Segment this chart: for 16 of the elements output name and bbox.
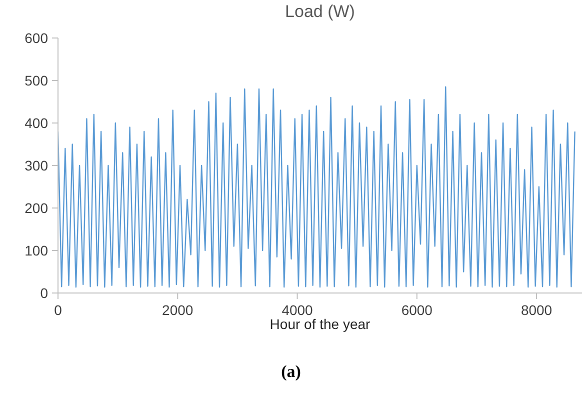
y-tick-label: 500 <box>24 72 48 88</box>
y-tick-label: 0 <box>40 284 48 301</box>
text: (a) <box>280 362 302 382</box>
x-tick-label: 6000 <box>401 302 433 318</box>
x-tick-label: 4000 <box>282 302 314 318</box>
y-tick-label: 200 <box>24 200 48 216</box>
line-series <box>58 86 576 288</box>
x-tick-label: 0 <box>54 302 62 318</box>
y-tick-label: 100 <box>24 242 48 258</box>
y-tick-label: 600 <box>24 30 48 46</box>
y-tick-label: 400 <box>24 114 48 131</box>
x-tick-label: 8000 <box>520 302 552 318</box>
x-axis-title: Hour of the year <box>268 316 372 332</box>
chart-title: Load (W) <box>284 2 356 22</box>
y-tick-label: 300 <box>24 157 48 174</box>
x-tick-label: 2000 <box>162 302 194 318</box>
